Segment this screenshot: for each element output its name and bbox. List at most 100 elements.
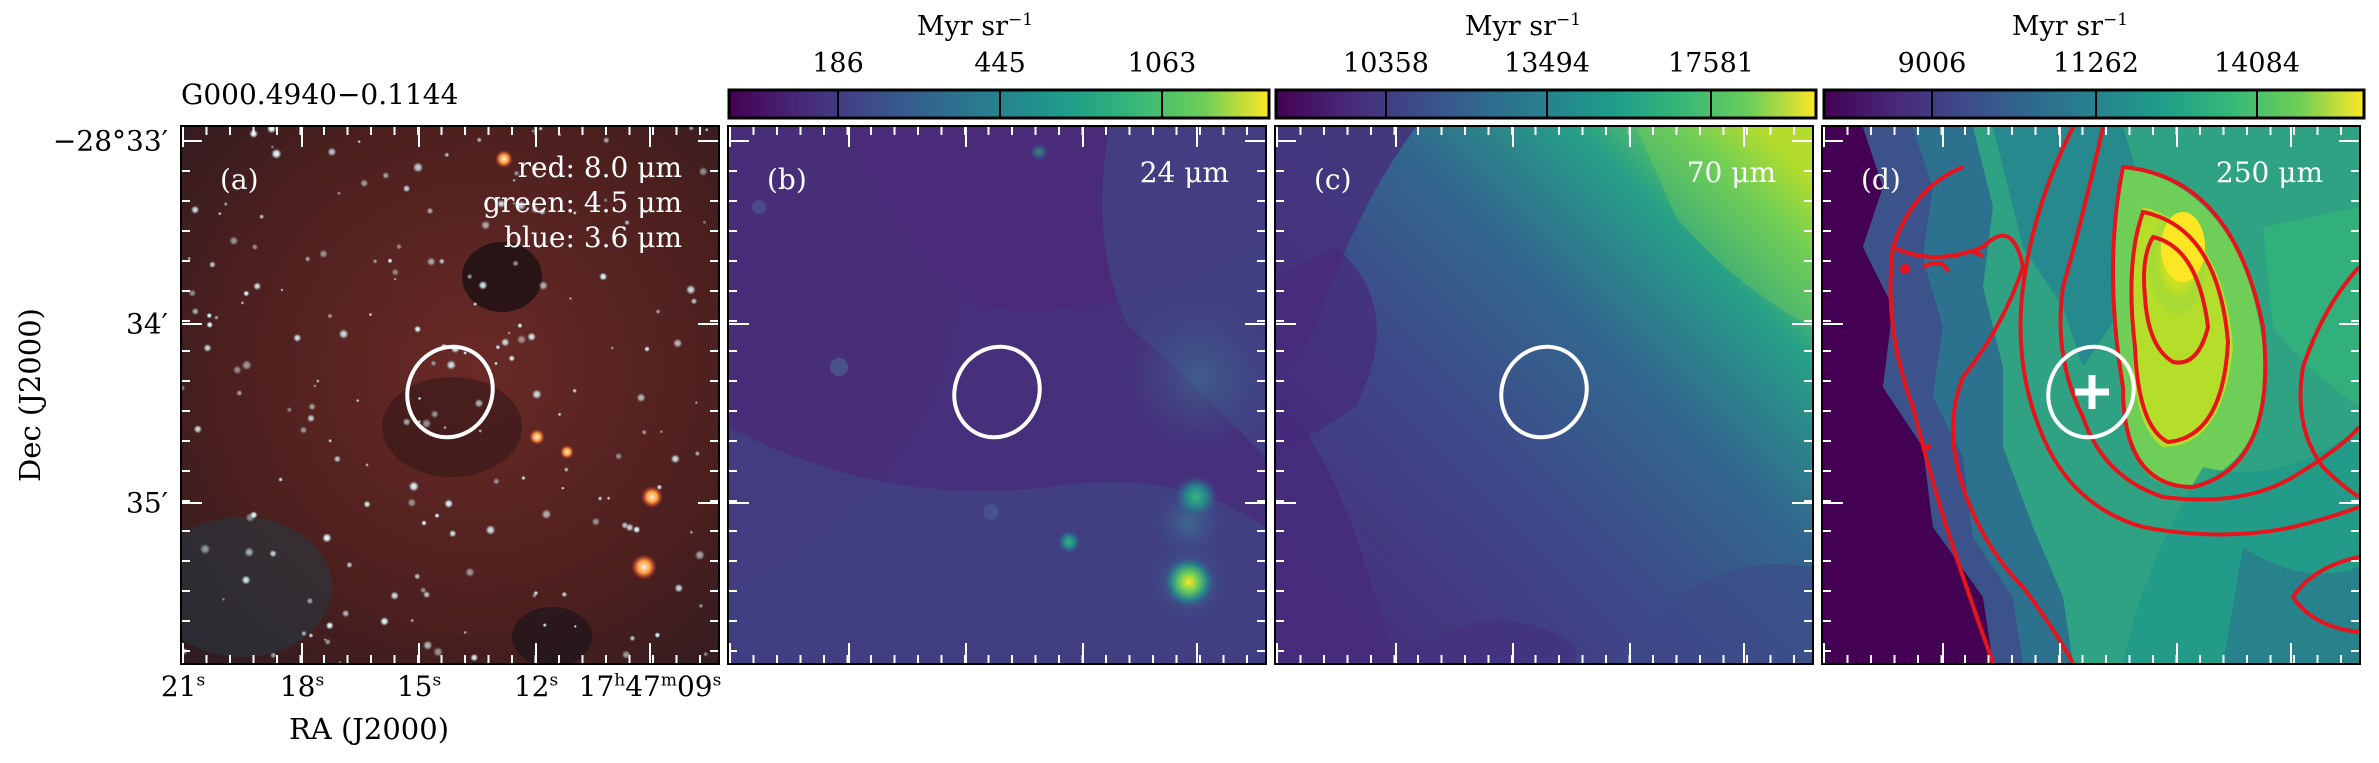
star-point — [187, 256, 192, 261]
star-point — [572, 388, 577, 394]
star-point — [259, 214, 265, 220]
star-point — [610, 346, 614, 350]
star-point — [492, 477, 500, 485]
star-point — [357, 140, 361, 144]
star-point — [325, 621, 334, 630]
star-point — [229, 236, 239, 246]
ra-tick-label: 21s — [160, 670, 206, 703]
panel-b-24um-image: (b) 24 μm — [727, 125, 1267, 665]
star-point — [508, 355, 516, 362]
star-point — [624, 219, 630, 226]
star-point — [419, 586, 427, 594]
star-point — [286, 407, 293, 413]
star-point — [430, 360, 437, 367]
star-point — [470, 653, 479, 662]
colorbar-c — [1274, 88, 1818, 120]
star-point — [413, 325, 422, 333]
star-point — [497, 199, 506, 208]
star-point — [363, 500, 371, 508]
panel-d-label: (d) — [1861, 163, 1901, 196]
bright-star — [560, 445, 574, 459]
star-point — [391, 268, 400, 277]
star-point — [191, 307, 200, 316]
panel-a-legend-red: red: 8.0 μm — [518, 151, 682, 184]
star-point — [466, 273, 473, 280]
colorbar-b-unit: Myr sr−1 — [916, 10, 1034, 42]
panel-a-legend-green: green: 4.5 μm — [483, 186, 682, 219]
y-axis-title: Dec (J2000) — [13, 308, 47, 482]
star-point — [512, 201, 516, 205]
colorbar-c-tick: 13494 — [1504, 48, 1590, 79]
star-point — [365, 463, 369, 467]
star-point — [430, 409, 439, 419]
star-point — [531, 129, 535, 133]
star-point — [694, 450, 701, 457]
bright-star — [495, 150, 513, 168]
star-point — [659, 429, 664, 434]
star-point — [346, 561, 353, 569]
star-point — [293, 333, 302, 343]
star-point — [448, 529, 457, 538]
star-point — [236, 389, 243, 397]
colorbar-d-tick: 14084 — [2214, 48, 2300, 79]
star-point — [444, 499, 454, 509]
star-point — [413, 573, 421, 580]
star-point — [591, 517, 601, 526]
star-point — [432, 646, 444, 658]
colorbar-b — [727, 88, 1271, 120]
star-point — [270, 652, 277, 659]
star-point — [308, 633, 314, 638]
star-point — [333, 455, 341, 463]
star-point — [473, 302, 478, 307]
star-point — [688, 127, 694, 131]
star-point — [606, 496, 611, 501]
star-point — [412, 162, 424, 173]
star-point — [241, 359, 252, 371]
star-point — [621, 650, 631, 660]
star-point — [253, 282, 262, 291]
colorbar-b-tick: 186 — [812, 48, 864, 79]
star-point — [538, 127, 543, 131]
star-point — [249, 511, 258, 519]
colorbar-c-tick: 10358 — [1343, 48, 1429, 79]
star-point — [402, 417, 411, 427]
star-point — [694, 549, 705, 561]
star-point — [494, 361, 498, 366]
star-point — [390, 591, 399, 601]
star-point — [438, 258, 445, 265]
star-point — [410, 618, 415, 623]
panel-a-rgb-image: (a) red: 8.0 μm green: 4.5 μm blue: 3.6 … — [180, 125, 720, 665]
star-point — [199, 543, 211, 555]
star-point — [703, 651, 709, 657]
star-point — [474, 398, 484, 408]
panel-c-aperture-ellipse — [1499, 344, 1589, 440]
star-point — [278, 477, 283, 482]
star-point — [251, 243, 259, 251]
star-point — [182, 384, 186, 392]
panel-b-label: (b) — [767, 163, 807, 196]
source-name: G000.4940−0.1144 — [181, 78, 459, 111]
star-point — [341, 609, 350, 618]
star-point — [382, 171, 390, 180]
star-point — [655, 309, 661, 315]
panel-c-band: 70 μm — [1687, 156, 1776, 189]
star-point — [241, 575, 251, 585]
panel-a-stars — [182, 127, 709, 663]
star-point — [541, 509, 552, 520]
star-point — [208, 261, 216, 269]
star-point — [532, 593, 537, 598]
panel-a-label: (a) — [220, 163, 259, 196]
dec-tick-label: −28°33′ — [52, 124, 168, 158]
star-point — [402, 184, 411, 193]
star-point — [408, 481, 420, 492]
star-point — [193, 424, 203, 434]
star-point — [380, 616, 389, 626]
star-point — [670, 454, 680, 464]
colorbar-c-tick: 17581 — [1668, 48, 1754, 79]
star-point — [689, 530, 694, 535]
star-point — [232, 365, 242, 375]
star-point — [421, 520, 427, 526]
star-point — [516, 334, 527, 345]
star-point — [244, 547, 255, 558]
star-point — [561, 591, 568, 598]
